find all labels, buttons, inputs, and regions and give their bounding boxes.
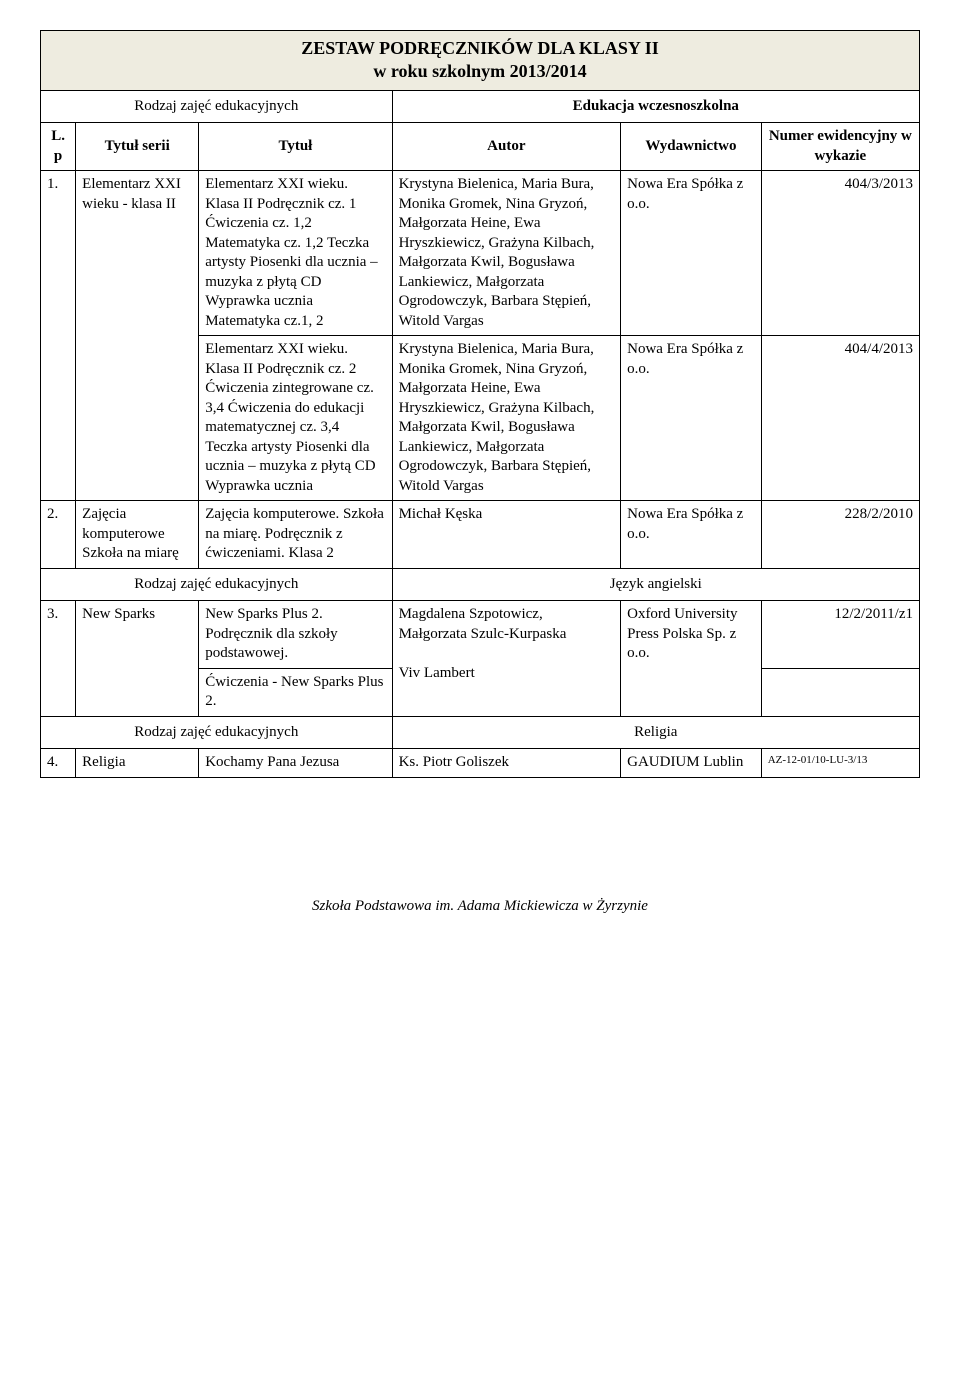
table-row: 2. Zajęcia komputerowe Szkoła na miarę Z… (41, 501, 920, 569)
cell-author: Krystyna Bielenica, Maria Bura, Monika G… (392, 171, 621, 336)
section-left: Rodzaj zajęć edukacyjnych (41, 716, 393, 749)
cell-number: 404/3/2013 (761, 171, 919, 336)
cell-number: 404/4/2013 (761, 336, 919, 501)
cell-publisher: Nowa Era Spółka z o.o. (621, 501, 762, 569)
cell-title: Elementarz XXI wieku. Klasa II Podręczni… (199, 171, 392, 336)
author-b: Viv Lambert (399, 665, 475, 681)
column-head-row: L. p Tytuł serii Tytuł Autor Wydawnictwo… (41, 123, 920, 171)
section-left: Rodzaj zajęć edukacyjnych (41, 568, 393, 601)
section-row: Rodzaj zajęć edukacyjnych Edukacja wczes… (41, 90, 920, 123)
col-author: Autor (392, 123, 621, 171)
cell-title: Zajęcia komputerowe. Szkoła na miarę. Po… (199, 501, 392, 569)
cell-lp: 3. (41, 601, 76, 717)
page-footer: Szkoła Podstawowa im. Adama Mickiewicza … (40, 898, 920, 915)
col-number: Numer ewidencyjny w wykazie (761, 123, 919, 171)
section-right: Język angielski (392, 568, 919, 601)
cell-number: AZ-12-01/10-LU-3/13 (761, 749, 919, 778)
cell-author: Magdalena Szpotowicz, Małgorzata Szulc-K… (392, 601, 621, 717)
section-row: Rodzaj zajęć edukacyjnych Religia (41, 716, 920, 749)
cell-number (761, 668, 919, 716)
cell-series: Religia (76, 749, 199, 778)
cell-author: Krystyna Bielenica, Maria Bura, Monika G… (392, 336, 621, 501)
cell-series: New Sparks (76, 601, 199, 717)
cell-series: Zajęcia komputerowe Szkoła na miarę (76, 501, 199, 569)
cell-title: Kochamy Pana Jezusa (199, 749, 392, 778)
main-title: ZESTAW PODRĘCZNIKÓW DLA KLASY II w roku … (41, 31, 920, 91)
col-lp: L. p (41, 123, 76, 171)
cell-publisher: GAUDIUM Lublin (621, 749, 762, 778)
table-row: 4. Religia Kochamy Pana Jezusa Ks. Piotr… (41, 749, 920, 778)
cell-lp: 4. (41, 749, 76, 778)
cell-number: 12/2/2011/z1 (761, 601, 919, 669)
cell-title: Elementarz XXI wieku. Klasa II Podręczni… (199, 336, 392, 501)
title-line2: w roku szkolnym 2013/2014 (373, 61, 586, 81)
cell-lp: 1. (41, 171, 76, 501)
section-right: Religia (392, 716, 919, 749)
cell-title: New Sparks Plus 2. Podręcznik dla szkoły… (199, 601, 392, 669)
cell-publisher: Oxford University Press Polska Sp. z o.o… (621, 601, 762, 717)
cell-series: Elementarz XXI wieku - klasa II (76, 171, 199, 501)
cell-publisher: Nowa Era Spółka z o.o. (621, 171, 762, 336)
cell-author: Michał Kęska (392, 501, 621, 569)
textbook-table: ZESTAW PODRĘCZNIKÓW DLA KLASY II w roku … (40, 30, 920, 778)
table-row: 3. New Sparks New Sparks Plus 2. Podręcz… (41, 601, 920, 669)
author-a: Magdalena Szpotowicz, Małgorzata Szulc-K… (399, 606, 567, 642)
table-header-row: ZESTAW PODRĘCZNIKÓW DLA KLASY II w roku … (41, 31, 920, 91)
section-right: Edukacja wczesnoszkolna (392, 90, 919, 123)
cell-number: 228/2/2010 (761, 501, 919, 569)
section-row: Rodzaj zajęć edukacyjnych Język angielsk… (41, 568, 920, 601)
cell-publisher: Nowa Era Spółka z o.o. (621, 336, 762, 501)
col-title: Tytuł (199, 123, 392, 171)
table-row: 1. Elementarz XXI wieku - klasa II Eleme… (41, 171, 920, 336)
cell-author: Ks. Piotr Goliszek (392, 749, 621, 778)
section-left: Rodzaj zajęć edukacyjnych (41, 90, 393, 123)
col-publisher: Wydawnictwo (621, 123, 762, 171)
cell-title: Ćwiczenia - New Sparks Plus 2. (199, 668, 392, 716)
col-series: Tytuł serii (76, 123, 199, 171)
title-line1: ZESTAW PODRĘCZNIKÓW DLA KLASY II (301, 38, 658, 58)
cell-lp: 2. (41, 501, 76, 569)
